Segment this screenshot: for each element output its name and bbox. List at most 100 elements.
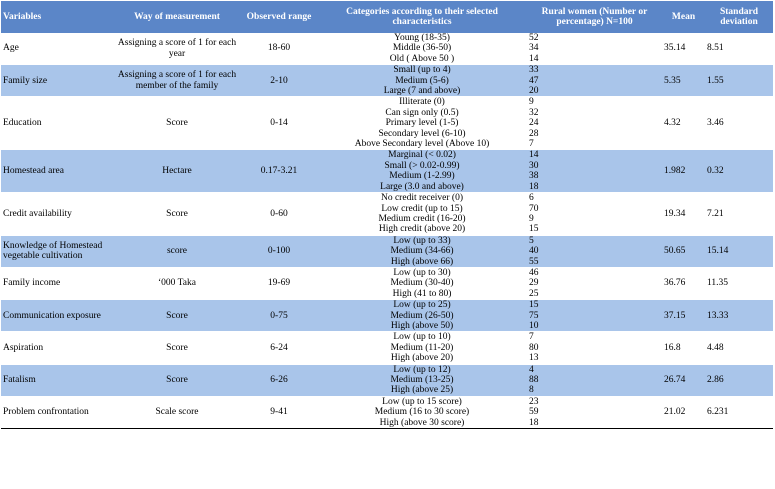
category-label: High (above 50): [390, 320, 454, 331]
measurement-cell: Score: [113, 331, 241, 365]
rural-women-value: 20: [529, 86, 539, 97]
measurement-cell: ‘000 Taka: [113, 267, 241, 301]
rural-women-value: 46: [529, 267, 539, 278]
rural-women-value: 13: [529, 353, 539, 364]
observed-range-cell: 0-100: [241, 235, 317, 268]
category-label: Small (> 0.02-0.99): [384, 160, 460, 171]
measurement-cell: Score: [113, 299, 241, 333]
measurement-cell: Hectare: [113, 149, 241, 194]
mean-cell: 1.982: [662, 149, 705, 194]
rural-women-cell: 14 30 38 18: [527, 149, 662, 194]
categories-cell: Illiterate (0) Can sign only (0.5) Primary…: [317, 96, 527, 151]
rural-women-value: 18: [529, 181, 539, 192]
categories-cell: Low (up to 25) Medium (26-50) High (above …: [317, 299, 527, 333]
observed-range-cell: 18-60: [241, 33, 317, 66]
observed-range-cell: 2-10: [241, 64, 317, 98]
standard-deviation-cell: 11.35: [705, 267, 773, 301]
rural-women-value: 75: [529, 310, 539, 321]
mean-cell: 4.32: [662, 96, 705, 151]
categories-cell: Low (up to 30) Medium (30-40) High (41 to …: [317, 267, 527, 301]
rural-women-cell: 15 75 10: [527, 299, 662, 333]
category-label: Primary level (1-5): [385, 118, 459, 129]
rural-women-cell: 4 88 8: [527, 364, 662, 397]
categories-cell: No credit receiver (0) Low credit (up to …: [317, 192, 527, 236]
mean-cell: 36.76: [662, 267, 705, 301]
variable-cell: Aspiration: [1, 331, 113, 365]
observed-range-cell: 6-26: [241, 364, 317, 397]
mean-cell: 37.15: [662, 299, 705, 333]
standard-deviation-cell: 7.21: [705, 192, 773, 236]
table-row: Family size Assigning a score of 1 for ea…: [1, 64, 773, 98]
rural-women-value: 80: [529, 342, 539, 353]
table-row: Knowledge of Homestead vegetable cultiva…: [1, 235, 773, 268]
standard-deviation-cell: 0.32: [705, 149, 773, 194]
standard-deviation-cell: 3.46: [705, 96, 773, 151]
table-row: Age Assigning a score of 1 for each year 1…: [1, 33, 773, 66]
observed-range-cell: 0-14: [241, 96, 317, 151]
category-label: Medium (26-50): [390, 310, 454, 321]
header-variables: Variables: [1, 1, 113, 33]
category-label: Low (up to 30): [393, 267, 451, 278]
category-label: Large (3.0 and above): [380, 181, 464, 192]
rural-women-value: 55: [529, 256, 539, 267]
table-row: Fatalism Score 6-26 Low (up to 12) Medium (1…: [1, 364, 773, 397]
variable-cell: Family income: [1, 267, 113, 301]
standard-deviation-cell: 1.55: [705, 64, 773, 98]
categories-cell: Low (up to 15 score) Medium (16 to 30 sco…: [317, 396, 527, 430]
table-row: Aspiration Score 6-24 Low (up to 10) Medium …: [1, 331, 773, 365]
standard-deviation-cell: 6.231: [705, 396, 773, 430]
rural-women-value: 18: [529, 417, 539, 428]
mean-cell: 5.35: [662, 64, 705, 98]
rural-women-value: 38: [529, 171, 539, 182]
table-row: Family income ‘000 Taka 19-69 Low (up to 30…: [1, 267, 773, 301]
standard-deviation-cell: 8.51: [705, 33, 773, 66]
rural-women-value: 15: [529, 300, 539, 311]
rural-women-value: 6: [529, 193, 534, 204]
category-label: Old ( Above 50 ): [389, 53, 455, 64]
header-measurement: Way of measurement: [113, 1, 241, 33]
category-label: Large (7 and above): [383, 86, 461, 97]
measurement-cell: Scale score: [113, 396, 241, 430]
observed-range-cell: 0.17-3.21: [241, 149, 317, 194]
category-label: Medium credit (16-20): [378, 213, 466, 224]
category-label: Low credit (up to 15): [381, 203, 463, 214]
rural-women-value: 23: [529, 396, 539, 407]
rural-women-cell: 46 29 25: [527, 267, 662, 301]
rural-women-value: 30: [529, 160, 539, 171]
category-label: Medium (13-25): [390, 375, 454, 385]
variable-cell: Fatalism: [1, 364, 113, 397]
header-observed-range: Observed range: [241, 1, 317, 33]
rural-women-value: 14: [529, 150, 539, 161]
rural-women-value: 7: [529, 139, 534, 150]
category-label: Secondary level (6-10): [378, 128, 466, 139]
category-label: High (above 30 score): [379, 417, 465, 428]
observed-range-cell: 9-41: [241, 396, 317, 430]
variable-cell: Communication exposure: [1, 299, 113, 333]
rural-women-value: 9: [529, 213, 534, 224]
category-label: Low (up to 10): [393, 332, 451, 343]
header-row: Variables Way of measurement Observed ra…: [1, 1, 773, 33]
category-label: Illiterate (0): [399, 97, 445, 108]
standard-deviation-cell: 4.48: [705, 331, 773, 365]
table-row: Education Score 0-14 Illiterate (0) Can sign…: [1, 96, 773, 151]
variable-cell: Credit availability: [1, 192, 113, 236]
rural-women-value: 9: [529, 97, 534, 108]
category-label: High (above 66): [390, 256, 454, 267]
measurement-cell: Assigning a score of 1 for each member o…: [113, 64, 241, 98]
measurement-cell: Assigning a score of 1 for each year: [113, 33, 241, 66]
header-rural-women: Rural women (Number or percentage) N=100: [527, 1, 662, 33]
standard-deviation-cell: 13.33: [705, 299, 773, 333]
variable-cell: Age: [1, 33, 113, 66]
mean-cell: 19.34: [662, 192, 705, 236]
category-label: Medium (16 to 30 score): [374, 407, 470, 418]
category-label: Low (up to 33): [393, 235, 451, 246]
variable-cell: Family size: [1, 64, 113, 98]
rural-women-value: 70: [529, 203, 539, 214]
rural-women-value: 4: [529, 364, 534, 375]
variable-cell: Education: [1, 96, 113, 151]
table-row: Problem confrontation Scale score 9-41 Low …: [1, 396, 773, 430]
rural-women-value: 32: [529, 107, 539, 118]
category-label: Medium (11-20): [390, 342, 454, 353]
rural-women-value: 25: [529, 288, 539, 299]
rural-women-value: 59: [529, 407, 539, 418]
